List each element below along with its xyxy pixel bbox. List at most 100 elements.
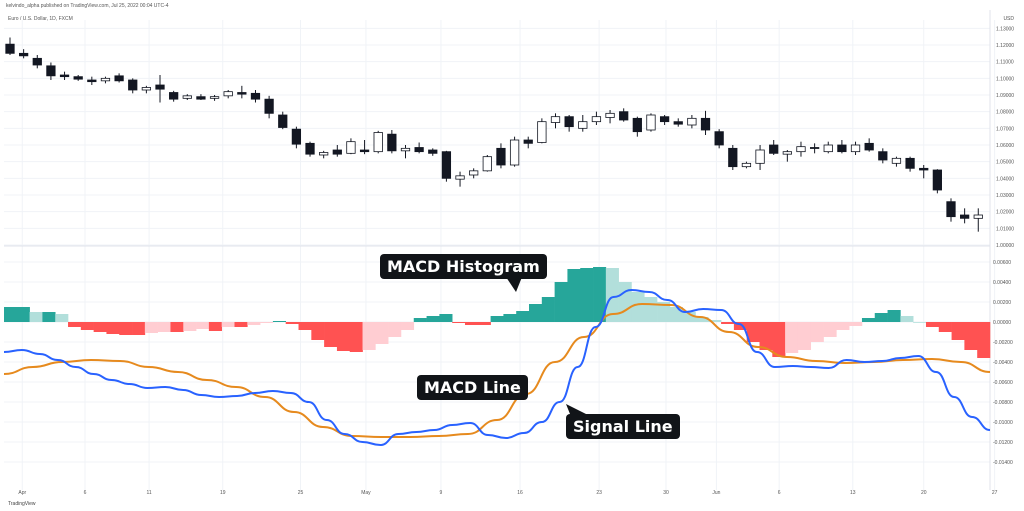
candle-body bbox=[141, 87, 152, 91]
time-tick-label: Jun bbox=[712, 490, 720, 496]
time-tick-label: May bbox=[361, 490, 371, 496]
candle-body bbox=[687, 117, 697, 126]
candle-body bbox=[714, 131, 724, 146]
candle-body bbox=[182, 95, 192, 99]
candle bbox=[578, 115, 588, 132]
candle bbox=[73, 75, 83, 81]
histogram-bar bbox=[593, 267, 607, 322]
time-tick-label: 11 bbox=[147, 490, 152, 496]
callout-macd-line: MACD Line bbox=[417, 375, 528, 400]
candle bbox=[46, 62, 56, 80]
candle bbox=[496, 143, 506, 169]
histogram-bar bbox=[272, 321, 287, 322]
histogram-bar bbox=[183, 322, 197, 331]
histogram-bar bbox=[324, 322, 338, 347]
candle-body bbox=[755, 149, 765, 164]
candle bbox=[141, 85, 152, 94]
candle-body bbox=[387, 133, 397, 152]
histogram-bar bbox=[682, 312, 696, 322]
candle bbox=[469, 168, 479, 179]
candle bbox=[196, 94, 206, 100]
time-tick-label: 23 bbox=[596, 490, 602, 496]
candle bbox=[5, 37, 15, 55]
candle-body bbox=[550, 116, 561, 123]
candle bbox=[209, 95, 220, 101]
candle-body bbox=[414, 147, 424, 153]
histogram-bar bbox=[311, 322, 325, 340]
candle bbox=[319, 150, 329, 159]
histogram-bar bbox=[746, 322, 760, 342]
histogram-bar bbox=[541, 297, 555, 322]
histogram-bar bbox=[388, 322, 402, 337]
macd-tick-label: -0.01400 bbox=[993, 460, 1013, 466]
histogram-bar bbox=[439, 314, 453, 322]
candle-body bbox=[291, 128, 302, 145]
candle-body bbox=[632, 117, 642, 133]
candle bbox=[646, 113, 656, 132]
histogram-bar bbox=[170, 322, 184, 332]
candle bbox=[19, 49, 29, 59]
candle bbox=[278, 111, 288, 130]
histogram-bar bbox=[221, 322, 235, 327]
candle-body bbox=[59, 74, 70, 78]
candle bbox=[428, 148, 438, 156]
histogram-bar bbox=[452, 322, 466, 323]
time-tick-label: 19 bbox=[220, 490, 226, 496]
price-tick-label: 1.01000 bbox=[996, 226, 1014, 232]
candle bbox=[673, 118, 683, 127]
histogram-bar bbox=[490, 316, 504, 322]
candle-body bbox=[891, 157, 902, 164]
macd-tick-label: -0.00400 bbox=[993, 360, 1013, 366]
candle bbox=[919, 165, 929, 179]
callout-signal-line: Signal Line bbox=[566, 414, 680, 439]
time-tick-label: 27 bbox=[992, 490, 998, 496]
histogram-bar bbox=[157, 322, 171, 332]
candle-body bbox=[319, 152, 329, 156]
histogram-bar bbox=[900, 316, 914, 322]
candle-body bbox=[809, 147, 820, 149]
candle-body bbox=[919, 167, 929, 171]
histogram-bar bbox=[874, 313, 888, 322]
time-tick-label: 25 bbox=[298, 490, 304, 496]
histogram-bar bbox=[375, 322, 389, 344]
histogram-bar bbox=[631, 292, 645, 322]
histogram-bar bbox=[810, 322, 824, 342]
candle-body bbox=[169, 92, 179, 100]
macd-tick-label: -0.00800 bbox=[993, 400, 1013, 406]
candle bbox=[659, 115, 670, 125]
candle bbox=[550, 113, 561, 129]
histogram-bar bbox=[772, 322, 786, 357]
candle-body bbox=[359, 149, 370, 153]
candle bbox=[182, 94, 192, 100]
histogram-bar bbox=[119, 322, 133, 335]
candle bbox=[509, 136, 520, 167]
histogram-bar bbox=[336, 322, 351, 351]
macd-axis: 0.00600 0.00400 0.00200 0.00000 -0.00200 -0.0… bbox=[993, 260, 1013, 466]
candle-body bbox=[509, 139, 520, 166]
candle bbox=[414, 142, 424, 154]
candle-body bbox=[496, 147, 506, 166]
macd-tick-label: -0.00200 bbox=[993, 340, 1013, 346]
candle bbox=[687, 115, 697, 129]
candle bbox=[809, 143, 820, 154]
candle bbox=[782, 150, 792, 162]
candle-body bbox=[5, 43, 15, 54]
candle bbox=[619, 108, 629, 122]
time-tick-label: 9 bbox=[440, 490, 443, 496]
candle bbox=[946, 198, 956, 222]
price-tick-label: 1.12000 bbox=[996, 43, 1014, 49]
candle bbox=[796, 141, 806, 157]
candle-body bbox=[673, 121, 683, 125]
time-tick-label: 20 bbox=[921, 490, 927, 496]
histogram-bar bbox=[29, 312, 43, 322]
histogram-bar bbox=[708, 320, 722, 322]
price-tick-label: 1.05000 bbox=[996, 160, 1014, 166]
candle bbox=[32, 55, 42, 69]
price-tick-label: 1.07000 bbox=[996, 126, 1014, 132]
histogram-bar bbox=[196, 322, 210, 329]
candle-body bbox=[946, 201, 956, 218]
macd-tick-label: -0.01000 bbox=[993, 420, 1013, 426]
candle-body bbox=[905, 157, 915, 169]
candle-body bbox=[850, 144, 861, 153]
histogram-bar bbox=[247, 322, 261, 325]
